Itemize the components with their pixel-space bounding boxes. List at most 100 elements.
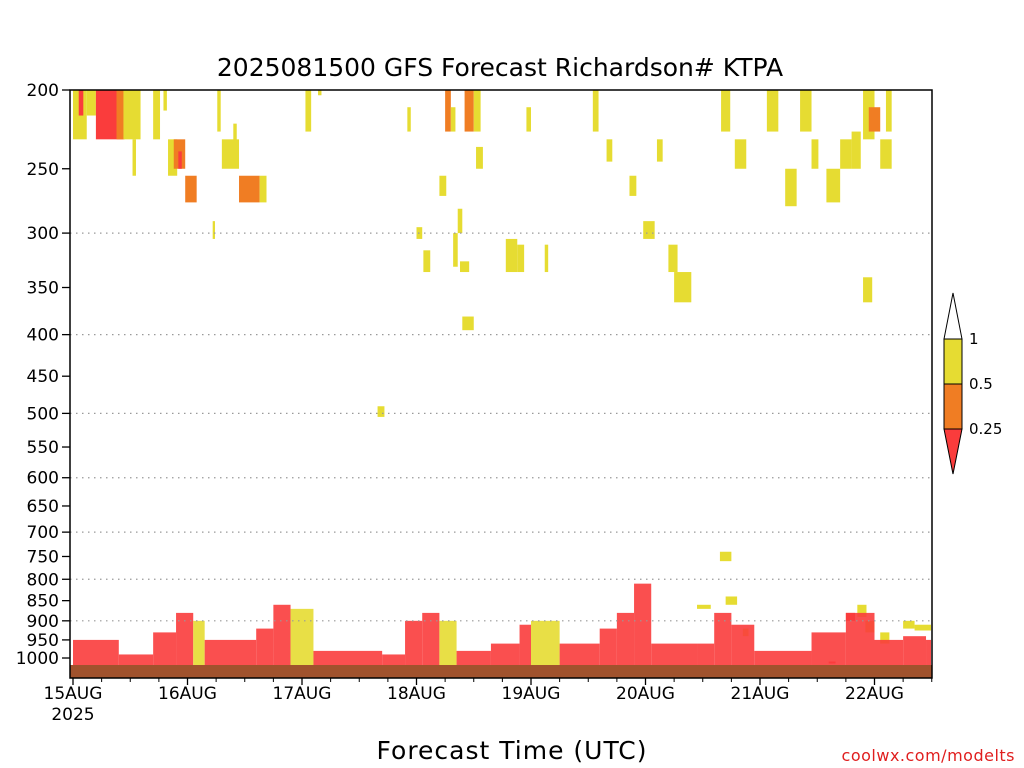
ri-cell-20 xyxy=(318,90,322,96)
y-axis: 200 250 300 350 400 450 500 550 600 650 700 750 8008… xyxy=(16,81,70,669)
xtick-label-7: 22AUG xyxy=(845,684,904,704)
bl-cell-24 xyxy=(714,612,732,665)
ri-cell-55 xyxy=(863,277,873,303)
bl-cell-22 xyxy=(651,643,698,665)
ri-cell-18 xyxy=(259,175,267,203)
bl-cell-8 xyxy=(290,608,314,665)
ri-cell-7 xyxy=(153,90,161,140)
bl-cell-16 xyxy=(519,624,531,665)
xtick-label-4: 19AUG xyxy=(502,684,561,704)
xtick-label-1: 16AUG xyxy=(158,684,217,704)
ri-cell-57 xyxy=(868,107,881,132)
xtick-label-5: 20AUG xyxy=(616,684,675,704)
ytick-label-650: 650 xyxy=(27,497,59,517)
plot-frame xyxy=(69,89,933,679)
bl-cell-7 xyxy=(273,604,291,665)
ri-cell-51 xyxy=(811,139,819,169)
bl-cell-0 xyxy=(73,639,119,665)
ri-cell-22 xyxy=(407,107,411,132)
ri-cell-40 xyxy=(606,139,613,162)
ri-cell-12 xyxy=(185,175,197,203)
ri-cell-19 xyxy=(305,90,312,132)
ri-cell-30 xyxy=(460,261,470,273)
bl-cell-15 xyxy=(490,643,520,665)
ri-cell-16 xyxy=(233,123,237,143)
chart-title: 2025081500 GFS Forecast Richardson# KTPA xyxy=(217,53,783,82)
bl-cell-21 xyxy=(634,583,652,665)
ri-cell-2 xyxy=(86,90,96,116)
ri-cell-46 xyxy=(721,90,731,132)
ri-cell-6 xyxy=(132,139,136,176)
x-axis-label: Forecast Time (UTC) xyxy=(377,736,648,765)
legend-label-0: 1 xyxy=(969,330,979,348)
ri-cell-48 xyxy=(766,90,779,132)
ri-cell-58 xyxy=(880,139,892,169)
ytick-label-450: 450 xyxy=(27,367,59,387)
bl-cell-30 xyxy=(903,636,927,665)
legend-label-1: 0.5 xyxy=(969,375,993,393)
legend-bin-orange xyxy=(943,383,963,430)
ri-cell-5 xyxy=(123,90,141,140)
boundary-layer-cells xyxy=(73,583,931,665)
ri-cell-28 xyxy=(453,233,458,267)
ri-cell-54 xyxy=(851,131,861,169)
ri-cell-26 xyxy=(445,90,451,132)
ri-cell-43 xyxy=(656,139,663,162)
ri-cell-34 xyxy=(476,146,483,169)
ytick-label-800: 800 xyxy=(27,570,59,590)
ytick-label-900: 900 xyxy=(27,612,59,632)
ri-cell-27 xyxy=(450,107,456,132)
ri-cell-44 xyxy=(668,244,678,273)
ri-cell-49 xyxy=(785,168,797,207)
legend-label-2: 0.25 xyxy=(969,420,1002,438)
bl-cell-4 xyxy=(193,620,205,665)
bl-cell-18 xyxy=(559,643,600,665)
legend-bin-yellow xyxy=(943,338,963,385)
legend-under-arrow xyxy=(943,428,963,475)
ytick-label-750: 750 xyxy=(27,547,59,567)
x-axis: 15AUG 16AUG 17AUG 18AUG 19AUG 20AUG 21AUG 22AUG… xyxy=(44,678,933,725)
bl-cell-9 xyxy=(313,650,383,665)
ri-cell-17 xyxy=(239,175,260,203)
ri-cell-4 xyxy=(116,90,124,140)
bl-cell-28 xyxy=(845,612,875,665)
bl-cell-12 xyxy=(422,612,440,665)
xtick-label-2: 17AUG xyxy=(273,684,332,704)
ri-cell-36 xyxy=(517,244,525,273)
bl-cell-3 xyxy=(176,612,194,665)
ri-cell-8 xyxy=(163,90,167,111)
dotted-gridlines xyxy=(70,232,932,622)
ytick-label-200: 200 xyxy=(27,81,59,101)
ri-cell-68 xyxy=(880,632,890,644)
ytick-label-1000: 1000 xyxy=(16,649,59,669)
ytick-label-400: 400 xyxy=(27,326,59,346)
ri-cell-11 xyxy=(178,151,182,169)
ri-cell-24 xyxy=(423,250,431,273)
color-legend: 1 0.5 0.25 xyxy=(943,292,1002,475)
ri-cell-32 xyxy=(464,90,474,132)
xtick-label-0: 15AUG xyxy=(44,684,103,704)
ri-cell-70 xyxy=(914,624,931,631)
ri-cell-41 xyxy=(629,175,637,196)
ytick-label-500: 500 xyxy=(27,404,59,424)
ri-cell-61 xyxy=(719,551,732,562)
ri-cell-9 xyxy=(168,139,178,176)
ri-cell-29 xyxy=(457,208,463,234)
ri-cell-38 xyxy=(544,244,549,273)
richardson-cells xyxy=(73,90,931,664)
bl-cell-5 xyxy=(204,639,257,665)
bl-cell-17 xyxy=(531,620,560,665)
ri-cell-53 xyxy=(840,139,852,169)
ytick-label-350: 350 xyxy=(27,279,59,299)
legend-over-arrow xyxy=(943,292,963,340)
bl-cell-29 xyxy=(874,639,904,665)
bl-cell-6 xyxy=(256,628,274,665)
bl-cell-31 xyxy=(926,639,931,665)
bl-cell-27 xyxy=(811,632,846,665)
ri-cell-37 xyxy=(526,107,531,132)
bl-cell-25 xyxy=(731,624,755,665)
bl-cell-2 xyxy=(153,632,177,665)
ri-cell-33 xyxy=(473,90,481,132)
ri-cell-62 xyxy=(725,596,738,605)
